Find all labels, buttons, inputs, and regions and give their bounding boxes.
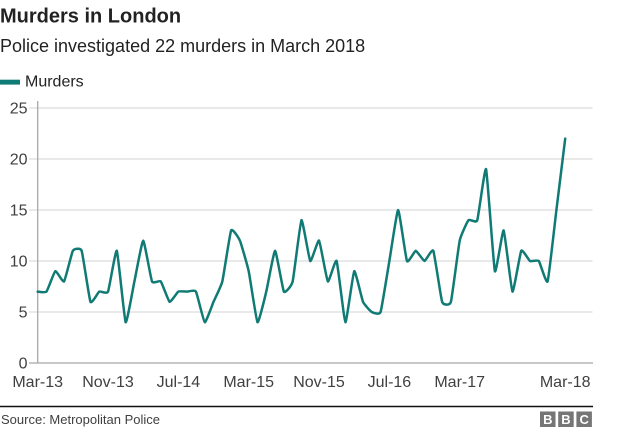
svg-text:Nov-15: Nov-15 xyxy=(293,374,345,391)
svg-text:Mar-13: Mar-13 xyxy=(12,374,63,391)
svg-text:25: 25 xyxy=(10,101,28,118)
svg-text:10: 10 xyxy=(10,254,28,271)
svg-text:Police investigated 22 murders: Police investigated 22 murders in March … xyxy=(0,36,365,56)
svg-text:Jul-16: Jul-16 xyxy=(368,374,412,391)
svg-text:5: 5 xyxy=(19,305,28,322)
svg-text:Mar-18: Mar-18 xyxy=(540,374,591,391)
svg-text:Murders: Murders xyxy=(25,74,84,91)
svg-text:15: 15 xyxy=(10,203,28,220)
svg-text:Murders in London: Murders in London xyxy=(0,6,181,28)
svg-text:Mar-17: Mar-17 xyxy=(434,374,485,391)
svg-text:20: 20 xyxy=(10,152,28,169)
svg-text:B: B xyxy=(561,412,570,427)
svg-text:Source: Metropolitan Police: Source: Metropolitan Police xyxy=(1,412,160,427)
svg-text:Mar-15: Mar-15 xyxy=(223,374,274,391)
svg-text:Nov-13: Nov-13 xyxy=(82,374,134,391)
svg-text:B: B xyxy=(543,412,552,427)
svg-text:C: C xyxy=(580,412,590,427)
svg-text:Jul-14: Jul-14 xyxy=(157,374,201,391)
svg-text:0: 0 xyxy=(19,356,28,373)
